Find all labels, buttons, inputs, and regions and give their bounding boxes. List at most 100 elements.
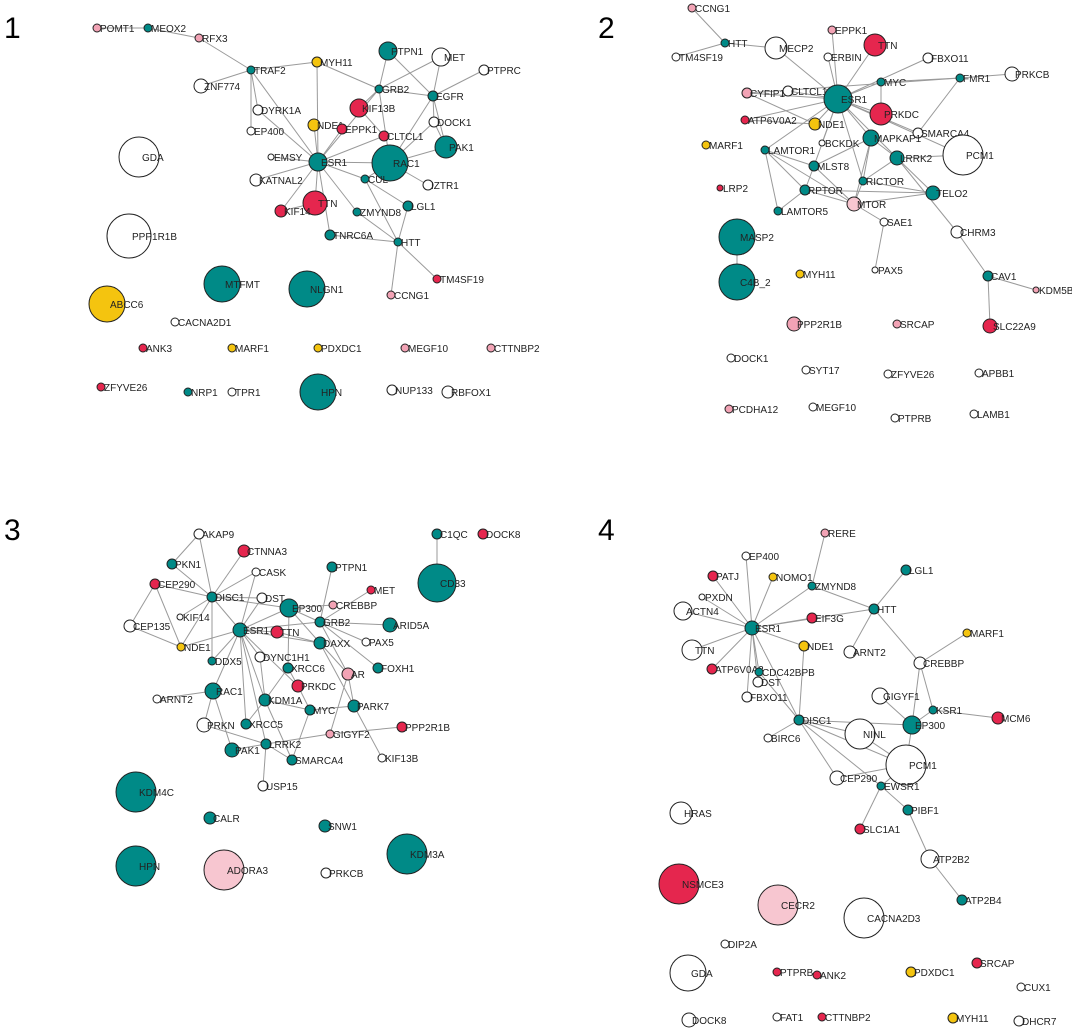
node-ATP6V0A2: ATP6V0A2 xyxy=(740,115,797,127)
node-circle xyxy=(477,528,489,540)
node-label: GDA xyxy=(691,969,713,980)
node-circle xyxy=(991,711,1005,725)
edge-RPTOR-TELO2 xyxy=(804,189,934,194)
node-NRP1: NRP1 xyxy=(183,387,218,399)
node-PAX5: PAX5 xyxy=(361,637,394,649)
edge-DISC1-NDE1 xyxy=(180,596,213,648)
edge-GRB2-ARID5A xyxy=(319,621,391,626)
node-label: PPP2R1B xyxy=(405,723,450,734)
edge-MYH11-ESR1 xyxy=(316,61,319,163)
edge-RERE-ZMYND8 xyxy=(811,532,826,587)
node-GRB2: GRB2 xyxy=(374,84,410,96)
node-label: PATJ xyxy=(716,572,739,583)
node-label: EWSR1 xyxy=(884,782,920,793)
node-label: EPPK1 xyxy=(345,125,378,136)
node-PPP2R1B: PPP2R1B xyxy=(396,721,450,734)
node-DYRK1A: DYRK1A xyxy=(252,104,301,117)
edge-ESR1-RAC1 xyxy=(212,629,241,692)
edge-PATJ-ESR1 xyxy=(712,575,753,629)
edge-PTPN1-GRB2 xyxy=(319,566,333,623)
node-label: PRKDC xyxy=(884,110,919,121)
node-circle xyxy=(251,567,261,577)
edge-PARK7-KIF13B xyxy=(353,705,383,759)
node-label: GIGYF1 xyxy=(883,692,920,703)
edge-GRB2-AR xyxy=(319,621,349,675)
edge-LAMTOR1-LAMTOR5 xyxy=(764,149,779,212)
node-CTTNBP2: CTTNBP2 xyxy=(486,343,540,355)
node-AR: AR xyxy=(341,667,365,681)
node-LRP2: LRP2 xyxy=(716,184,748,195)
node-label: TM4SF19 xyxy=(440,275,484,286)
node-label: PRKCB xyxy=(1015,70,1050,81)
node-circle xyxy=(274,204,288,218)
node-circle xyxy=(249,173,263,187)
edge-TRAF2-ESR1 xyxy=(250,69,319,163)
node-circle xyxy=(698,593,706,601)
edge-ESR1-FBXO11 xyxy=(746,627,753,698)
edge-MYC-SMARCA4 xyxy=(291,709,311,761)
node-circle xyxy=(920,849,940,869)
node-FBXO11: FBXO11 xyxy=(922,52,969,65)
edge-DISC1-DST xyxy=(211,596,263,599)
node-circle xyxy=(288,270,326,308)
edge-PTPRC-EGFR xyxy=(432,69,485,97)
node-circle xyxy=(962,628,972,638)
node-circle xyxy=(890,413,900,423)
node-label: SMARCA4 xyxy=(295,756,344,767)
node-label: MCM6 xyxy=(1001,714,1031,725)
node-TM4SF19: TM4SF19 xyxy=(671,52,723,64)
edge-MYC-PARK7 xyxy=(309,705,355,711)
node-label: AKAP9 xyxy=(202,530,235,541)
node-PAK1: PAK1 xyxy=(434,135,474,159)
edge-HTT-CCNG1 xyxy=(390,241,399,296)
edge-MEOX2-RFX3 xyxy=(147,27,200,39)
node-label: DYNC1H1 xyxy=(263,653,310,664)
node-label: CCNG1 xyxy=(695,4,730,15)
node-circle xyxy=(256,592,268,604)
node-EP300: EP300 xyxy=(279,598,322,618)
node-label: EP400 xyxy=(254,127,284,138)
node-DISC1: DISC1 xyxy=(793,714,832,727)
edge-CEP290-DISC1 xyxy=(154,583,213,598)
node-label: KDM3A xyxy=(410,850,445,861)
node-circle xyxy=(982,270,994,282)
node-label: RAC1 xyxy=(216,687,243,698)
node-label: CACNA2D3 xyxy=(867,914,921,925)
node-circle xyxy=(377,753,387,763)
node-label: CEP290 xyxy=(158,580,196,591)
node-TNRC6A: TNRC6A xyxy=(324,229,373,242)
node-label: MYC xyxy=(313,706,335,717)
node-label: BCKDK xyxy=(825,139,860,150)
node-label: CCNG1 xyxy=(394,291,429,302)
edge-PRKN-LRRK2 xyxy=(203,724,267,745)
node-label: CD33 xyxy=(440,579,466,590)
node-label: DHCR7 xyxy=(1022,1017,1057,1028)
node-FBXO11: FBXO11 xyxy=(741,691,788,704)
node-label: MEOX2 xyxy=(151,24,186,35)
node-circle xyxy=(166,558,178,570)
node-RPTOR: RPTOR xyxy=(799,184,843,197)
node-label: PAK1 xyxy=(449,143,474,154)
edge-ESR1-LAMTOR1 xyxy=(764,98,839,151)
node-circle xyxy=(829,770,845,786)
node-circle xyxy=(313,343,323,353)
node-XRCC6: XRCC6 xyxy=(282,662,325,675)
node-circle xyxy=(795,269,805,279)
node-circle xyxy=(441,385,455,399)
node-circle xyxy=(947,1012,959,1024)
node-MEGF10: MEGF10 xyxy=(400,343,448,355)
node-label: ADORA3 xyxy=(227,866,269,877)
edge-NOMO1-ESR1 xyxy=(751,576,774,629)
node-KIF14: KIF14 xyxy=(176,613,210,624)
edge-CYFIP1-FMR1 xyxy=(746,77,961,94)
node-circle xyxy=(326,561,338,573)
node-circle xyxy=(88,285,126,323)
node-label: CEP290 xyxy=(840,774,878,785)
node-label: CEP135 xyxy=(133,622,171,633)
node-circle xyxy=(402,200,414,212)
node-PTPRB: PTPRB xyxy=(890,413,932,425)
node-label: KIF14 xyxy=(284,207,311,218)
node-CAV1: CAV1 xyxy=(982,270,1017,283)
node-circle xyxy=(773,206,783,216)
node-circle xyxy=(928,705,938,715)
